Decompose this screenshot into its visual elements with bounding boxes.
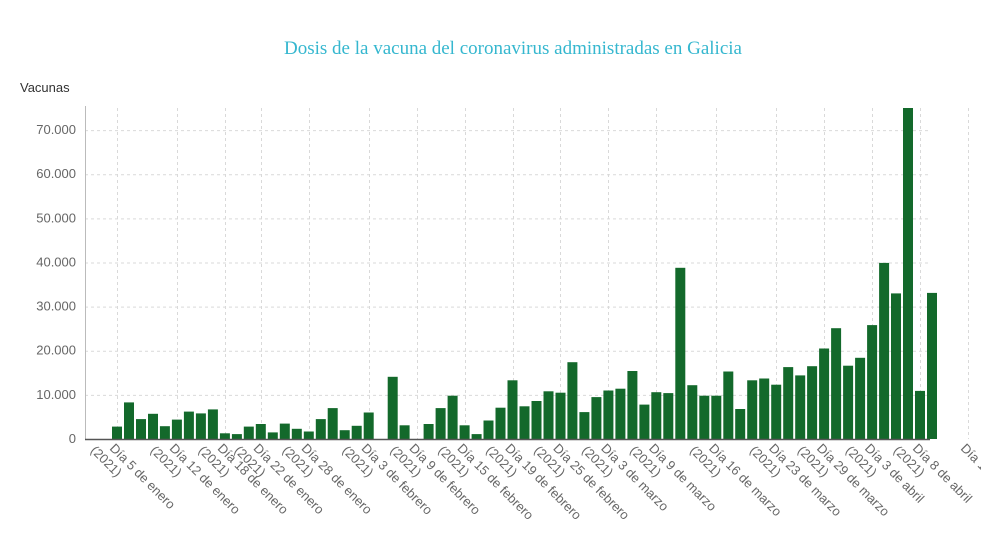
bar [207, 409, 218, 439]
bar [112, 426, 122, 439]
bar [495, 407, 506, 439]
bar [507, 380, 518, 439]
bar [291, 428, 302, 439]
bar [891, 293, 901, 439]
bar [927, 292, 937, 439]
bar [579, 412, 590, 439]
bar [231, 434, 242, 439]
bar [519, 406, 530, 439]
y-tick-label: 20.000 [36, 343, 76, 358]
bar [831, 328, 842, 439]
bar [136, 419, 146, 439]
bar [651, 392, 662, 439]
bar [423, 424, 434, 439]
y-tick-label: 30.000 [36, 299, 76, 314]
bar [747, 380, 758, 439]
bar [783, 367, 794, 439]
bar [663, 393, 674, 439]
bar [627, 371, 638, 439]
bar [759, 378, 770, 439]
bar [879, 262, 890, 439]
y-tick-label: 70.000 [36, 122, 76, 137]
bar [843, 365, 854, 439]
y-tick-label: 40.000 [36, 254, 76, 269]
bar [387, 376, 398, 439]
y-tick-label: 50.000 [36, 210, 76, 225]
bar [543, 391, 554, 439]
bar [159, 426, 170, 439]
bar [567, 362, 578, 439]
bar [327, 408, 338, 439]
bar [435, 408, 446, 439]
bar [819, 348, 830, 439]
bar [267, 432, 278, 439]
bar [303, 431, 314, 439]
bar [807, 366, 818, 439]
bar [531, 401, 542, 439]
bar [699, 395, 710, 439]
bar [351, 425, 362, 439]
bar [723, 371, 734, 439]
bar [591, 397, 602, 439]
bar [363, 412, 374, 439]
bar [195, 413, 206, 439]
bar [399, 425, 410, 439]
bar [471, 434, 482, 439]
bar [915, 390, 925, 439]
bar [339, 430, 350, 439]
x-tick-group: Día 5 de enero(2021) [88, 441, 179, 512]
bar [483, 420, 494, 439]
bar [555, 392, 566, 439]
bar [279, 423, 290, 439]
y-tick-label: 10.000 [36, 387, 76, 402]
bar [459, 425, 470, 439]
bar [219, 433, 230, 439]
bar [867, 325, 878, 439]
bar [315, 419, 326, 439]
bar [735, 409, 746, 439]
bar [171, 419, 182, 439]
bar [639, 404, 650, 439]
bar [447, 395, 458, 439]
bar [855, 357, 866, 439]
bar [243, 426, 254, 439]
bar [124, 402, 134, 439]
y-axis-label: Vacunas [20, 80, 70, 95]
bar [771, 384, 782, 439]
y-tick-label: 0 [69, 431, 76, 446]
bar [687, 385, 698, 439]
bar [795, 375, 806, 439]
bar [603, 390, 614, 439]
bar [148, 413, 158, 439]
bar [255, 424, 266, 439]
bar [183, 411, 194, 439]
bar [903, 108, 913, 439]
bar [615, 388, 626, 439]
chart-title: Dosis de la vacuna del coronavirus admin… [284, 38, 742, 59]
bar [711, 395, 722, 439]
bar [675, 267, 686, 439]
y-tick-label: 60.000 [36, 166, 76, 181]
